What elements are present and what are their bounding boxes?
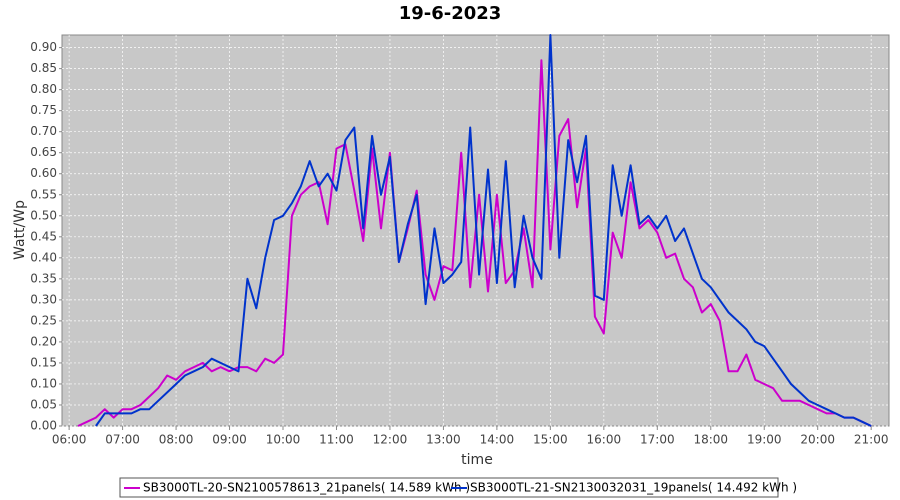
y-tick-label: 0.35 [30,271,57,285]
legend-label: SB3000TL-20-SN2100578613_21panels( 14.58… [143,481,470,495]
legend-label: SB3000TL-21-SN2130032031_19panels( 14.49… [470,481,797,495]
x-axis-label: time [461,452,493,468]
x-tick-label: 17:00 [640,433,675,447]
y-tick-label: 0.70 [30,124,57,138]
y-tick-label: 0.45 [30,229,57,243]
x-tick-label: 10:00 [266,433,301,447]
y-tick-label: 0.05 [30,397,57,411]
x-tick-label: 20:00 [800,433,835,447]
y-tick-label: 0.80 [30,82,57,96]
y-tick-label: 0.55 [30,187,57,201]
y-tick-label: 0.60 [30,166,57,180]
x-tick-label: 18:00 [693,433,728,447]
x-tick-label: 08:00 [159,433,194,447]
x-tick-label: 06:00 [52,433,87,447]
x-tick-label: 11:00 [319,433,354,447]
y-tick-label: 0.30 [30,292,57,306]
y-tick-label: 0.85 [30,61,57,75]
y-tick-label: 0.50 [30,208,57,222]
y-tick-label: 0.10 [30,376,57,390]
y-tick-label: 0.40 [30,250,57,264]
x-tick-label: 16:00 [587,433,622,447]
x-tick-label: 09:00 [212,433,247,447]
chart-title: 19-6-2023 [399,3,502,24]
x-tick-label: 21:00 [854,433,889,447]
y-tick-label: 0.20 [30,334,57,348]
y-tick-label: 0.00 [30,419,57,433]
y-tick-label: 0.90 [30,40,57,54]
x-tick-label: 07:00 [105,433,140,447]
data-line [95,34,872,427]
y-axis-label: Watt/Wp [12,200,28,260]
x-tick-label: 13:00 [426,433,461,447]
x-tick-label: 19:00 [747,433,782,447]
legend [119,477,779,498]
x-tick-label: 15:00 [533,433,568,447]
x-tick-label: 12:00 [373,433,408,447]
data-line [77,59,872,427]
x-tick-label: 14:00 [480,433,515,447]
y-tick-label: 0.65 [30,145,57,159]
y-tick-label: 0.75 [30,103,57,117]
y-tick-label: 0.25 [30,313,57,327]
y-tick-label: 0.15 [30,355,57,369]
